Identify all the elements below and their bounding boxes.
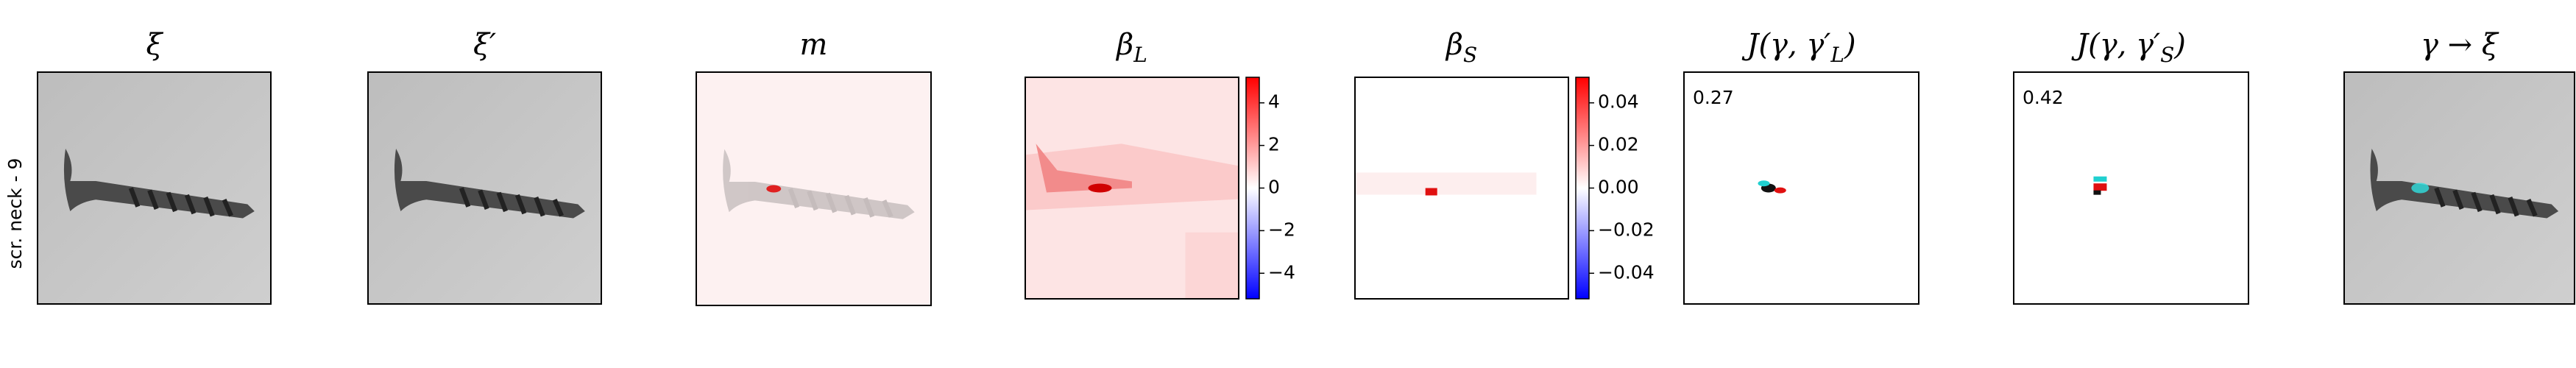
row-label: scr. neck - 9 [4,158,26,269]
title-main: m [800,28,828,62]
blob [2093,190,2101,195]
panel-title: βS [1445,28,1477,67]
score: 0.27 [1693,87,1734,108]
region [1025,144,1239,210]
panel [696,71,932,306]
map-bg [2014,72,2248,304]
blob [1758,180,1770,187]
colorbar-tick-label: 4 [1268,91,1280,113]
title-main: ξ′ [473,28,496,62]
title-sub: S [1463,43,1477,67]
panel-title: ξ [146,28,163,62]
title-sub: L [1133,43,1147,67]
panel-title: m [800,28,828,62]
overlay [2411,183,2430,194]
panel-title: J(γ, γ′L) [1741,28,1855,67]
panel-title: ξ′ [473,28,496,62]
region [1185,232,1239,299]
panel-frame [696,71,932,306]
title-end: ) [1844,28,1856,62]
colorbar-tick-label: −2 [1268,219,1295,240]
panel-frame [2343,71,2575,305]
colorbar-tick-label: 0 [1268,177,1280,198]
score: 0.42 [2023,87,2064,108]
title-main: J(γ, γ′ [2071,28,2160,62]
panel-frame [1354,77,1569,300]
hot-spot [766,185,782,193]
title-end: ) [2173,28,2186,62]
colorbar-tick-label: 0.02 [1598,134,1639,155]
blob [2093,176,2107,182]
panel-frame [1025,77,1239,300]
panel-title: γ → ξ [2421,28,2499,62]
colorbar [1245,77,1260,300]
colorbar [1575,77,1590,300]
title-sub: S [2160,43,2174,67]
region [1355,172,1537,195]
panel [1683,71,1919,305]
panel [2343,71,2575,305]
colorbar-tick-label: −4 [1268,261,1295,283]
title-main: γ → ξ [2421,28,2499,62]
title-main: ξ [146,28,163,62]
colorbar-tick-label: −0.04 [1598,261,1655,283]
panel-frame [1683,71,1919,305]
title-main: β [1445,28,1463,62]
colorbar-tick-label: −0.02 [1598,219,1655,240]
panel [1025,77,1239,300]
panel [37,71,272,305]
panel-title: J(γ, γ′S) [2071,28,2186,67]
colorbar-tick-label: 0.04 [1598,91,1639,113]
title-main: β [1115,28,1133,62]
panel-title: βL [1115,28,1147,67]
colorbar-tick-label: 0.00 [1598,177,1639,198]
blob [1774,187,1786,194]
hot-spot [1425,188,1437,196]
colorbar-tick-label: 2 [1268,134,1280,155]
panel-frame [2013,71,2249,305]
map-bg [1684,72,1919,304]
region [1036,144,1132,193]
panel [1354,77,1569,300]
title-sub: L [1830,43,1844,67]
blob [2093,183,2107,191]
hot-spot [1088,183,1112,193]
panel-frame [367,71,602,305]
panel [367,71,602,305]
title-main: J(γ, γ′ [1741,28,1830,62]
panel [2013,71,2249,305]
panel-frame [37,71,272,305]
